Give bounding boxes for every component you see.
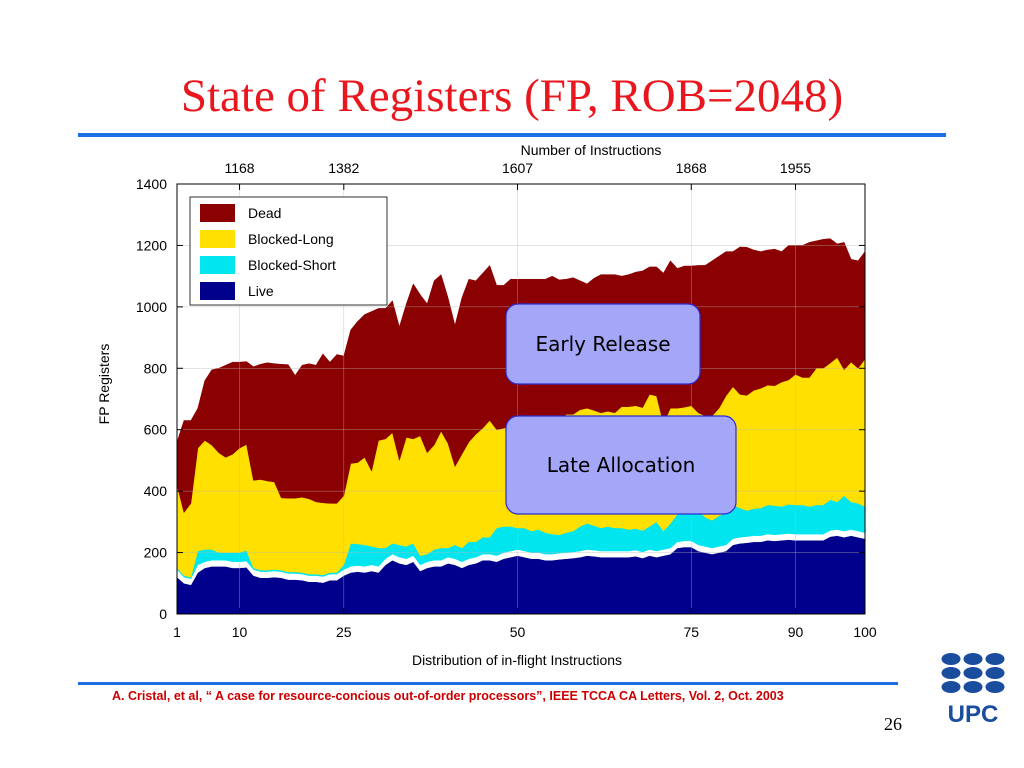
callout-box: [505, 415, 737, 515]
logo-dot: [985, 653, 1005, 665]
callout-text: Late Allocation: [547, 453, 696, 477]
top-tick-label: 1168: [224, 160, 254, 176]
stacked-area-chart: 0 200 400 600 800 1000 1200 1400 1 10 25 50 75 90 100 1…: [96, 142, 877, 668]
legend-swatch: [200, 282, 235, 300]
legend-label: Blocked-Long: [248, 231, 334, 247]
x-tick-label: 75: [683, 624, 699, 640]
y-tick-label: 0: [159, 606, 167, 622]
plot-frame: [176, 183, 866, 615]
logo-dot: [941, 667, 961, 679]
legend-label: Blocked-Short: [248, 257, 336, 273]
slide-title: State of Registers (FP, ROB=2048): [180, 70, 844, 122]
logo-dot: [985, 667, 1005, 679]
logo-dot: [941, 681, 961, 693]
y-tick-label: 1400: [136, 176, 167, 192]
logo-dot: [963, 667, 983, 679]
x-tick-label: 1: [173, 624, 181, 640]
y-tick-label: 400: [144, 483, 168, 499]
x-tick-label: 100: [853, 624, 877, 640]
callout-box: [505, 303, 701, 385]
y-tick-label: 800: [144, 360, 168, 376]
logo-text: UPC: [948, 701, 999, 724]
y-axis-label: FP Registers: [96, 344, 112, 425]
y-tick-label: 600: [144, 422, 168, 438]
legend-label: Live: [248, 283, 274, 299]
late-allocation-callout: Late Allocation: [505, 415, 737, 515]
logo-dot: [941, 653, 961, 665]
y-tick-label: 1000: [136, 299, 167, 315]
y-tick-label: 1200: [136, 237, 167, 253]
logo-dots-icon: [941, 653, 1005, 693]
top-axis-label: Number of Instructions: [521, 142, 662, 158]
x-axis-label: Distribution of in-flight Instructions: [412, 652, 622, 668]
y-tick-label: 200: [144, 545, 168, 561]
x-tick-label: 90: [788, 624, 804, 640]
citation-text: A. Cristal, et al, “ A case for resource…: [112, 689, 784, 703]
top-tick-label: 1382: [328, 160, 359, 176]
x-tick-label: 10: [232, 624, 248, 640]
legend-swatch: [200, 230, 235, 248]
x-tick-label: 25: [336, 624, 352, 640]
upc-logo: UPC: [941, 653, 1005, 724]
top-tick-label: 1607: [502, 160, 533, 176]
legend-swatch: [200, 256, 235, 274]
x-tick-label: 50: [510, 624, 526, 640]
callout-text: Early Release: [535, 332, 670, 356]
logo-dot: [963, 653, 983, 665]
legend-swatch: [200, 204, 235, 222]
page-number: 26: [884, 714, 902, 734]
top-tick-label: 1955: [780, 160, 811, 176]
top-tick-label: 1868: [676, 160, 707, 176]
logo-dot: [963, 681, 983, 693]
logo-dot: [985, 681, 1005, 693]
title-divider: [78, 133, 946, 137]
legend-label: Dead: [248, 205, 281, 221]
early-release-callout: Early Release: [505, 303, 701, 385]
footer-divider: [78, 682, 898, 685]
